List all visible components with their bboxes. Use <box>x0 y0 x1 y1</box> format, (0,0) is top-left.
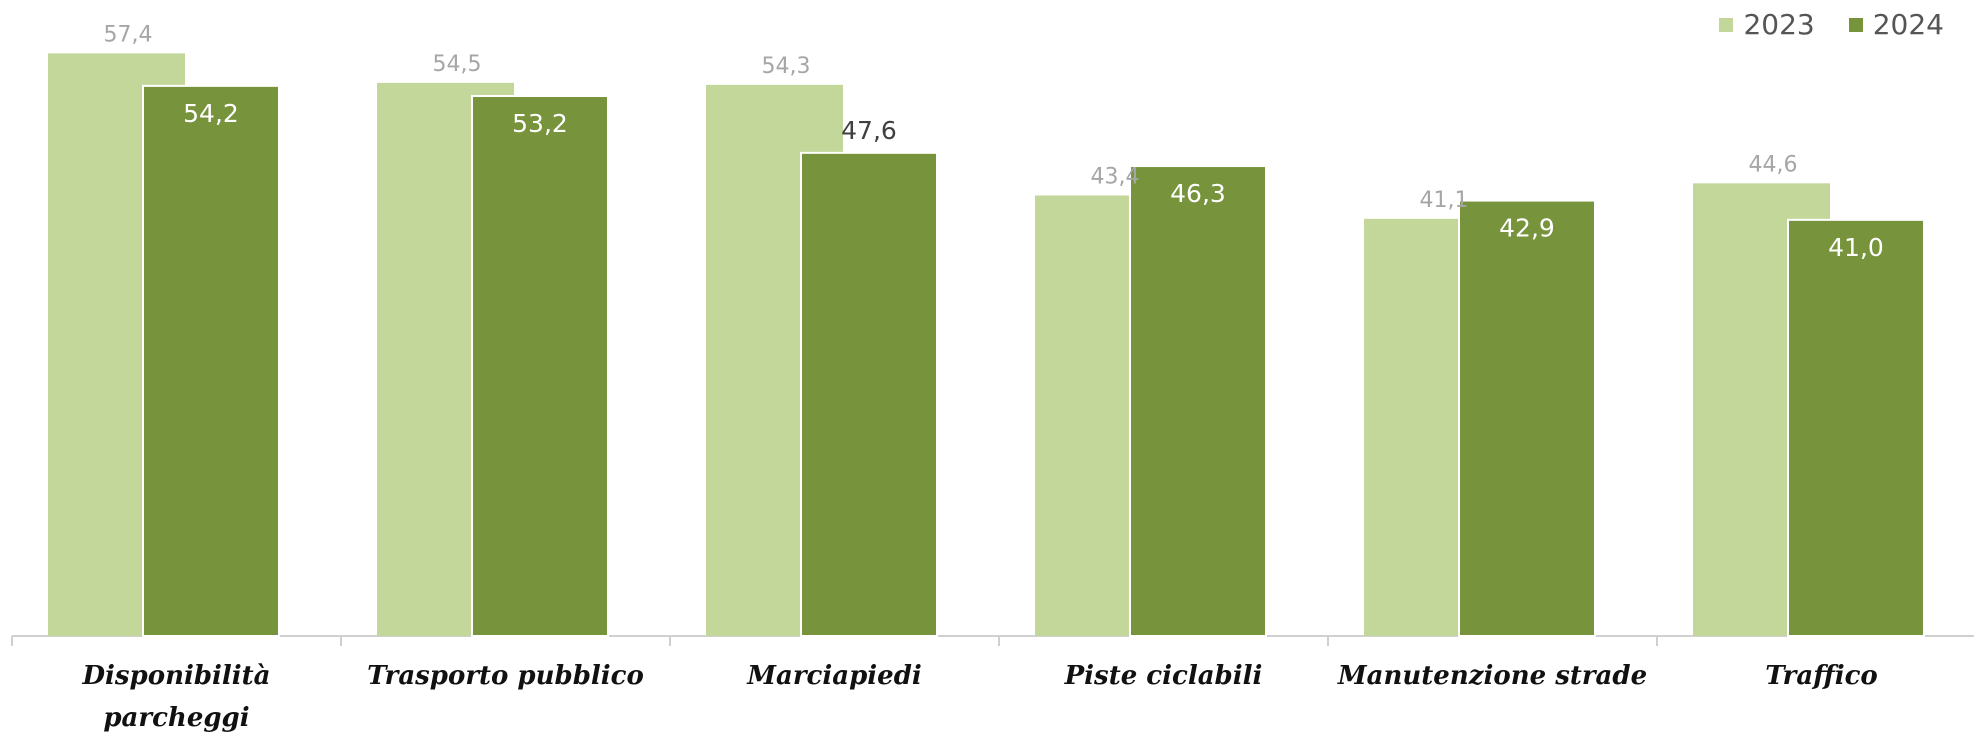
bar-2024 <box>1129 165 1267 637</box>
data-label-2024: 41,0 <box>1828 233 1884 262</box>
data-label-2024: 42,9 <box>1499 214 1555 243</box>
chart-legend: 2023 2024 <box>1719 8 1944 41</box>
bar-2024 <box>800 151 938 638</box>
legend-item-2023: 2023 <box>1719 8 1815 41</box>
legend-item-2024: 2024 <box>1848 8 1944 41</box>
bar-2024 <box>142 84 280 638</box>
data-label-2023: 54,3 <box>762 54 811 79</box>
legend-label-2023: 2023 <box>1743 8 1815 41</box>
bar-2024 <box>1458 199 1596 637</box>
data-label-2024: 47,6 <box>841 116 897 145</box>
category-label: Disponibilità parcheggi <box>81 661 270 733</box>
data-label-2024: 53,2 <box>512 109 568 138</box>
legend-label-2024: 2024 <box>1872 8 1944 41</box>
legend-swatch-2024 <box>1848 17 1863 32</box>
data-label-2023: 57,4 <box>104 22 153 47</box>
bar-2024 <box>1787 218 1925 637</box>
category-label: Manutenzione strade <box>1337 661 1647 691</box>
legend-swatch-2023 <box>1719 17 1734 32</box>
data-label-2024: 54,2 <box>183 99 239 128</box>
data-label-2023: 54,5 <box>433 52 482 77</box>
data-label-2023: 44,6 <box>1749 152 1798 177</box>
data-label-2024: 46,3 <box>1170 179 1226 208</box>
data-label-2023: 41,1 <box>1420 188 1469 213</box>
category-label: Trasporto pubblico <box>367 661 644 691</box>
category-label: Piste ciclabili <box>1064 661 1263 691</box>
category-label: Traffico <box>1765 661 1878 691</box>
category-label: Marciapiedi <box>746 661 922 691</box>
data-label-2023: 43,4 <box>1091 164 1140 189</box>
bar-2024 <box>471 95 609 637</box>
